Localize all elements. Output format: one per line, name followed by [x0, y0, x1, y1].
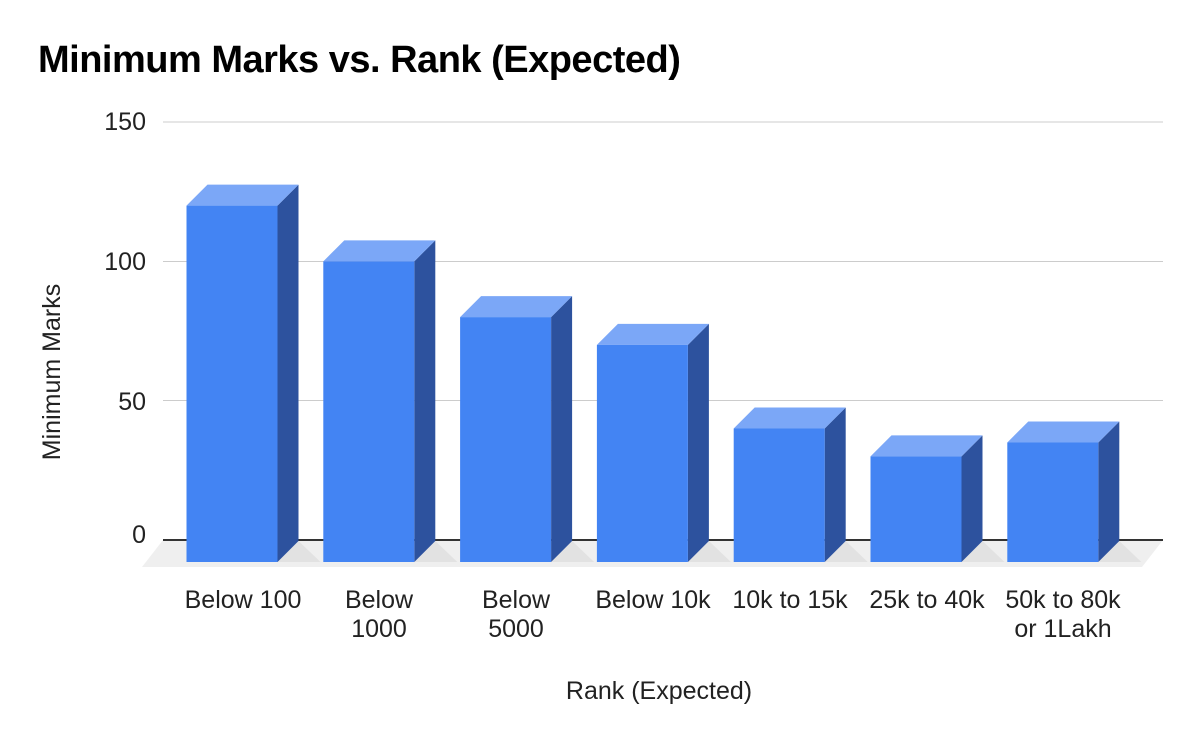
bar-below-1000-top-face — [323, 240, 436, 262]
bar-below-1000-side-face — [414, 240, 436, 563]
bar-50k-to-80k-or-1lakh-side-face — [1098, 421, 1120, 562]
bar-10k-to-15k-side-face — [824, 407, 846, 562]
bar-below-1000-shadow — [414, 541, 458, 562]
chart-title: Minimum Marks vs. Rank (Expected) — [38, 39, 681, 81]
x-label-25k-to-40k: 25k to 40k — [869, 586, 985, 614]
x-label-below-10k: Below 10k — [595, 586, 711, 614]
bar-below-100-side-face — [277, 184, 299, 562]
bar-50k-to-80k-or-1lakh-shadow — [1098, 541, 1142, 562]
bar-25k-to-40k-side-face — [961, 435, 983, 562]
y-tick-150: 150 — [104, 108, 146, 136]
bar-25k-to-40k[interactable] — [870, 456, 962, 562]
x-label-below-100: Below 100 — [184, 586, 302, 614]
bar-50k-to-80k-or-1lakh[interactable] — [1007, 442, 1099, 562]
bar-below-100-top-face — [186, 184, 299, 206]
bar-below-10k-shadow — [687, 541, 731, 562]
bar-50k-to-80k-or-1lakh-top-face — [1007, 421, 1120, 443]
y-axis-title: Minimum Marks — [38, 283, 66, 461]
bar-below-5000-side-face — [551, 296, 573, 562]
bar-below-10k-side-face — [687, 323, 709, 562]
y-tick-50: 50 — [118, 388, 146, 416]
bar-below-5000-shadow — [551, 541, 595, 562]
y-tick-0: 0 — [132, 521, 146, 549]
bar-25k-to-40k-shadow — [961, 541, 1005, 562]
bar-10k-to-15k-top-face — [733, 407, 846, 429]
bar-10k-to-15k-shadow — [824, 541, 868, 562]
bar-below-5000[interactable] — [460, 317, 552, 562]
bar-below-10k-top-face — [596, 323, 709, 345]
bar-10k-to-15k[interactable] — [733, 428, 825, 562]
bar-below-10k[interactable] — [596, 344, 688, 562]
bar-below-5000-top-face — [460, 296, 573, 318]
x-axis-title: Rank (Expected) — [565, 677, 753, 705]
x-label-50k-to-80k-or-1lakh: 50k to 80k or 1Lakh — [1005, 586, 1121, 643]
bar-below-1000[interactable] — [323, 261, 415, 562]
bar-below-100-shadow — [277, 541, 321, 562]
x-label-10k-to-15k: 10k to 15k — [732, 586, 848, 614]
x-label-below-5000: Below 5000 — [481, 586, 551, 643]
y-tick-100: 100 — [104, 248, 146, 276]
bar-below-100[interactable] — [186, 205, 278, 562]
x-label-below-1000: Below 1000 — [344, 586, 414, 643]
bar-25k-to-40k-top-face — [870, 435, 983, 457]
